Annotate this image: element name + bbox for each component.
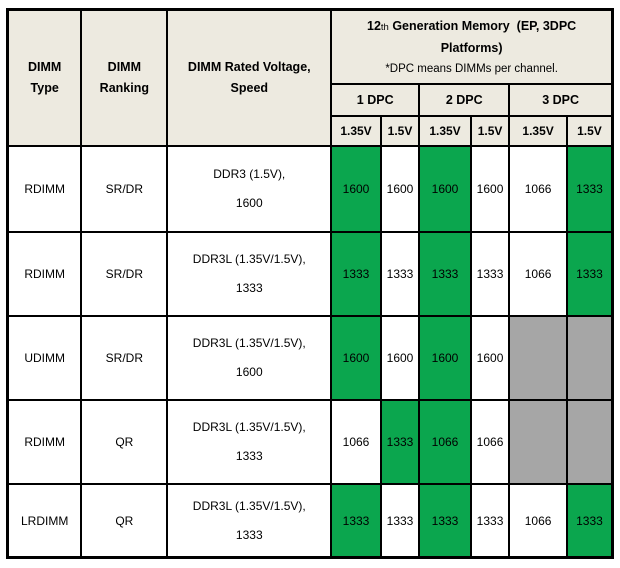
cell-voltage-speed: DDR3L (1.35V/1.5V), 1333 — [166, 398, 333, 485]
cell-rated-speed: 1333 — [235, 528, 263, 543]
header-row-dpc: 1 DPC 2 DPC 3 DPC — [8, 82, 614, 117]
generation-title: 12th Generation Memory (EP, 3DPC Platfor… — [333, 12, 610, 60]
header-voltage-2dpc-135v: 1.35V — [418, 114, 472, 147]
cell-dimm-type: UDIMM — [6, 314, 83, 401]
cell-speed-value: 1066 — [418, 398, 472, 485]
cell-dimm-type: RDIMM — [6, 398, 83, 485]
table-row: RDIMM SR/DR DDR3L (1.35V/1.5V), 1333 133… — [6, 230, 614, 317]
cell-speed-value: 1600 — [379, 314, 421, 401]
cell-speed-value: 1600 — [330, 144, 382, 233]
cell-speed-value: 1600 — [469, 314, 511, 401]
cell-speed-value — [565, 314, 614, 401]
cell-speed-value: 1333 — [330, 230, 382, 317]
header-row-top: DIMM Type DIMM Ranking DIMM Rated Voltag… — [6, 8, 614, 147]
header-dimm-type-line2: Type — [30, 80, 59, 95]
cell-dimm-ranking: QR — [80, 482, 169, 559]
header-dimm-ranking-line2: Ranking — [99, 80, 149, 95]
header-dimm-type-line1: DIMM — [28, 59, 62, 74]
cell-voltage-speed: DDR3L (1.35V/1.5V), 1600 — [166, 314, 333, 401]
cell-dimm-type: RDIMM — [6, 144, 83, 233]
cell-dimm-type: LRDIMM — [6, 482, 83, 559]
cell-voltage: DDR3L (1.35V/1.5V), — [192, 251, 306, 266]
cell-speed-value: 1333 — [418, 482, 472, 559]
cell-speed-value: 1333 — [565, 482, 614, 559]
cell-speed-value: 1600 — [379, 144, 421, 233]
generation-title-rest: Generation Memory (EP, 3DPC Platforms) — [388, 19, 580, 55]
cell-speed-value: 1333 — [330, 482, 382, 559]
cell-speed-value: 1600 — [330, 314, 382, 401]
cell-dimm-ranking: SR/DR — [80, 230, 169, 317]
cell-speed-value: 1333 — [418, 230, 472, 317]
cell-speed-value — [565, 398, 614, 485]
header-dpc-1: 1 DPC — [330, 82, 421, 117]
cell-dimm-ranking: SR/DR — [80, 144, 169, 233]
cell-speed-value — [508, 398, 568, 485]
header-cell-voltage-speed: DIMM Rated Voltage, Speed — [166, 8, 333, 147]
table-row: RDIMM SR/DR DDR3 (1.5V), 1600 1600 1600 … — [6, 144, 614, 233]
generation-title-prefix: 12 — [367, 19, 381, 33]
cell-speed-value: 1600 — [418, 314, 472, 401]
cell-rated-speed: 1333 — [235, 449, 263, 464]
cell-voltage-speed: DDR3L (1.35V/1.5V), 1333 — [166, 482, 333, 559]
cell-dimm-ranking: SR/DR — [80, 314, 169, 401]
cell-dimm-type: RDIMM — [6, 230, 83, 317]
header-voltage-1dpc-135v: 1.35V — [330, 114, 382, 147]
generation-note: *DPC means DIMMs per channel. — [385, 62, 558, 75]
cell-rated-speed: 1600 — [235, 196, 263, 211]
header-dimm-ranking-line1: DIMM — [107, 59, 141, 74]
cell-speed-value: 1066 — [508, 482, 568, 559]
cell-voltage: DDR3L (1.35V/1.5V), — [192, 335, 306, 350]
header-voltage-3dpc-135v: 1.35V — [508, 114, 568, 147]
memory-speed-table: DIMM Type DIMM Ranking DIMM Rated Voltag… — [6, 8, 614, 560]
header-voltage-3dpc-15v: 1.5V — [565, 114, 614, 147]
header-voltage-2dpc-15v: 1.5V — [469, 114, 511, 147]
header-cell-dimm-type: DIMM Type — [6, 8, 83, 147]
header-cell-generation: 12th Generation Memory (EP, 3DPC Platfor… — [330, 8, 614, 85]
header-dpc-3: 3 DPC — [508, 82, 614, 117]
cell-dimm-ranking: QR — [80, 398, 169, 485]
cell-rated-speed: 1600 — [235, 365, 263, 380]
table-row: LRDIMM QR DDR3L (1.35V/1.5V), 1333 1333 … — [6, 482, 614, 559]
cell-speed-value: 1066 — [469, 398, 511, 485]
cell-speed-value: 1333 — [565, 230, 614, 317]
cell-speed-value: 1066 — [508, 230, 568, 317]
cell-voltage-speed: DDR3L (1.35V/1.5V), 1333 — [166, 230, 333, 317]
cell-speed-value: 1333 — [379, 482, 421, 559]
cell-speed-value: 1333 — [379, 230, 421, 317]
cell-speed-value: 1333 — [379, 398, 421, 485]
header-voltage-speed-line2: Speed — [230, 80, 269, 95]
cell-voltage: DDR3 (1.5V), — [213, 166, 286, 181]
table-row: RDIMM QR DDR3L (1.35V/1.5V), 1333 1066 1… — [6, 398, 614, 485]
generation-title-ordinal: th — [380, 22, 389, 33]
header-cell-dimm-ranking: DIMM Ranking — [80, 8, 169, 147]
cell-speed-value: 1333 — [469, 230, 511, 317]
table-row: UDIMM SR/DR DDR3L (1.35V/1.5V), 1600 160… — [6, 314, 614, 401]
cell-voltage-speed: DDR3 (1.5V), 1600 — [166, 144, 333, 233]
cell-voltage: DDR3L (1.35V/1.5V), — [192, 419, 306, 434]
header-dpc-2: 2 DPC — [418, 82, 511, 117]
cell-speed-value: 1066 — [508, 144, 568, 233]
cell-voltage: DDR3L (1.35V/1.5V), — [192, 498, 306, 513]
cell-speed-value: 1066 — [330, 398, 382, 485]
cell-speed-value: 1333 — [469, 482, 511, 559]
header-voltage-1dpc-15v: 1.5V — [379, 114, 421, 147]
cell-speed-value — [508, 314, 568, 401]
header-row-voltage: 1.35V 1.5V 1.35V 1.5V 1.35V 1.5V — [8, 114, 614, 147]
cell-speed-value: 1333 — [565, 144, 614, 233]
header-voltage-speed-line1: DIMM Rated Voltage, — [187, 59, 311, 74]
cell-speed-value: 1600 — [469, 144, 511, 233]
cell-rated-speed: 1333 — [235, 281, 263, 296]
cell-speed-value: 1600 — [418, 144, 472, 233]
